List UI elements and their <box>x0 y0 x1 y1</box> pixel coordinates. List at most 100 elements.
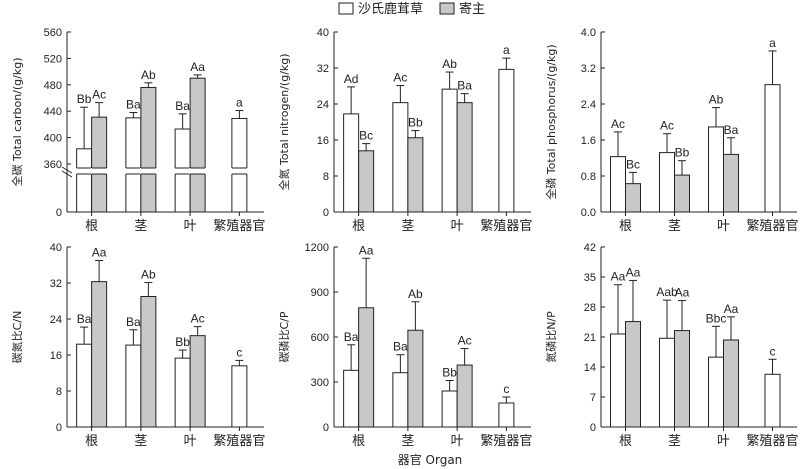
category-label: 根 <box>352 219 365 234</box>
category-label: 根 <box>619 434 632 449</box>
chart-panel-1: 0 360 400 440 480 520 560 全碳 Total carbon/(g/kg… <box>10 27 265 234</box>
y-tick-label: 0.0 <box>581 207 596 219</box>
significance-label: a <box>503 43 510 57</box>
y-tick-label: 35 <box>584 272 596 284</box>
y-axis-title: 氮磷比N/P <box>544 311 558 363</box>
bar <box>76 148 93 213</box>
significance-label: Aa <box>611 270 626 284</box>
bar <box>231 365 248 428</box>
significance-label: Ba <box>126 98 141 112</box>
y-tick-label: 0.8 <box>581 171 596 183</box>
y-tick-label: 0 <box>323 207 329 219</box>
bar <box>674 174 690 213</box>
y-axis-title: 全碳 Total carbon/(g/kg) <box>10 57 24 186</box>
significance-label: c <box>770 344 776 358</box>
significance-label: Aa <box>190 60 205 74</box>
legend-label-plant: 沙氏鹿茸草 <box>358 1 423 17</box>
bar <box>659 152 675 213</box>
significance-label: Bbc <box>706 311 727 325</box>
bar <box>125 344 142 428</box>
y-tick-label: 0 <box>590 422 596 434</box>
significance-label: Ba <box>457 79 472 93</box>
y-tick-label: 16 <box>50 350 62 362</box>
bar-break-gap <box>189 168 207 174</box>
category-label: 根 <box>85 219 98 234</box>
chart-panel-5: 0 300 600 900 1200 碳磷比C/P 根 Ba Aa 茎 Ba Ab 叶 Bb Ac 繁殖器官 c <box>277 242 532 449</box>
y-axis-title: 全磷 Total phosphorus/(g/kg) <box>544 44 558 199</box>
significance-label: Bc <box>626 157 640 171</box>
chart-panel-2: 0 8 16 24 32 40 全氮 Total nitrogen/(g/kg) 根 Ad Bc 茎… <box>277 27 532 234</box>
y-tick-label: 24 <box>50 314 62 326</box>
y-tick-label: 40 <box>317 27 329 39</box>
bar <box>659 337 675 428</box>
bar <box>189 335 206 428</box>
bar <box>723 153 739 213</box>
significance-label: Ab <box>141 68 156 82</box>
bar <box>625 321 641 428</box>
category-label: 叶 <box>451 219 464 234</box>
bar <box>407 329 424 428</box>
bar <box>708 356 724 428</box>
y-tick-label: 32 <box>50 278 62 290</box>
y-tick-label: 2.4 <box>581 99 596 111</box>
bar <box>498 68 515 213</box>
significance-label: Ac <box>393 71 407 85</box>
bar-break-gap <box>75 168 93 174</box>
significance-label: Aa <box>724 302 739 316</box>
bar-break-gap <box>230 168 248 174</box>
legend-label-host: 寄主 <box>459 1 485 17</box>
category-label: 繁殖器官 <box>213 218 265 234</box>
significance-label: Ac <box>660 119 674 133</box>
significance-label: Bb <box>408 116 423 130</box>
bar <box>91 116 108 213</box>
bar <box>441 390 458 428</box>
bar <box>91 281 108 428</box>
significance-label: Ac <box>611 117 625 131</box>
y-tick-label: 3.2 <box>581 63 596 75</box>
y-tick-label: 440 <box>44 106 62 118</box>
y-tick-label: 300 <box>311 377 329 389</box>
bar <box>723 339 739 428</box>
y-tick-label: 0 <box>56 207 62 219</box>
y-tick-label: 560 <box>44 27 62 39</box>
category-label: 茎 <box>401 434 414 449</box>
bar <box>407 137 424 213</box>
significance-label: a <box>769 36 776 50</box>
y-tick-label: 1.6 <box>581 135 596 147</box>
bar <box>610 333 626 428</box>
category-label: 根 <box>352 434 365 449</box>
bar <box>343 369 360 428</box>
significance-label: Ba <box>175 99 190 113</box>
y-tick-label: 480 <box>44 80 62 92</box>
significance-label: a <box>236 96 243 110</box>
significance-label: Aa <box>675 286 690 300</box>
bar <box>125 117 142 213</box>
y-tick-label: 14 <box>584 362 596 374</box>
significance-label: Ad <box>344 72 359 86</box>
bar <box>392 102 409 213</box>
y-tick-label: 28 <box>584 302 596 314</box>
chart-panel-3: 0.0 0.8 1.6 2.4 3.2 4.0 全磷 Total phosphorus/(g… <box>544 27 799 234</box>
significance-label: Ab <box>709 93 724 107</box>
bar <box>708 126 724 213</box>
y-tick-label: 40 <box>50 242 62 254</box>
y-tick-label: 24 <box>317 99 329 111</box>
bar <box>174 357 191 428</box>
bar <box>358 307 375 428</box>
axis-break-mark <box>61 166 73 174</box>
category-label: 繁殖器官 <box>213 433 265 449</box>
significance-label: Bb <box>675 146 690 160</box>
bar-break-gap <box>124 168 142 174</box>
significance-label: Ba <box>724 123 739 137</box>
category-label: 茎 <box>134 219 147 234</box>
category-label: 茎 <box>668 434 681 449</box>
x-axis-title: 器官 Organ <box>398 452 463 467</box>
significance-label: Ba <box>344 330 359 344</box>
y-tick-label: 0 <box>323 422 329 434</box>
y-tick-label: 21 <box>584 332 596 344</box>
bar <box>674 330 690 428</box>
significance-label: c <box>236 345 242 359</box>
bar <box>764 373 781 428</box>
